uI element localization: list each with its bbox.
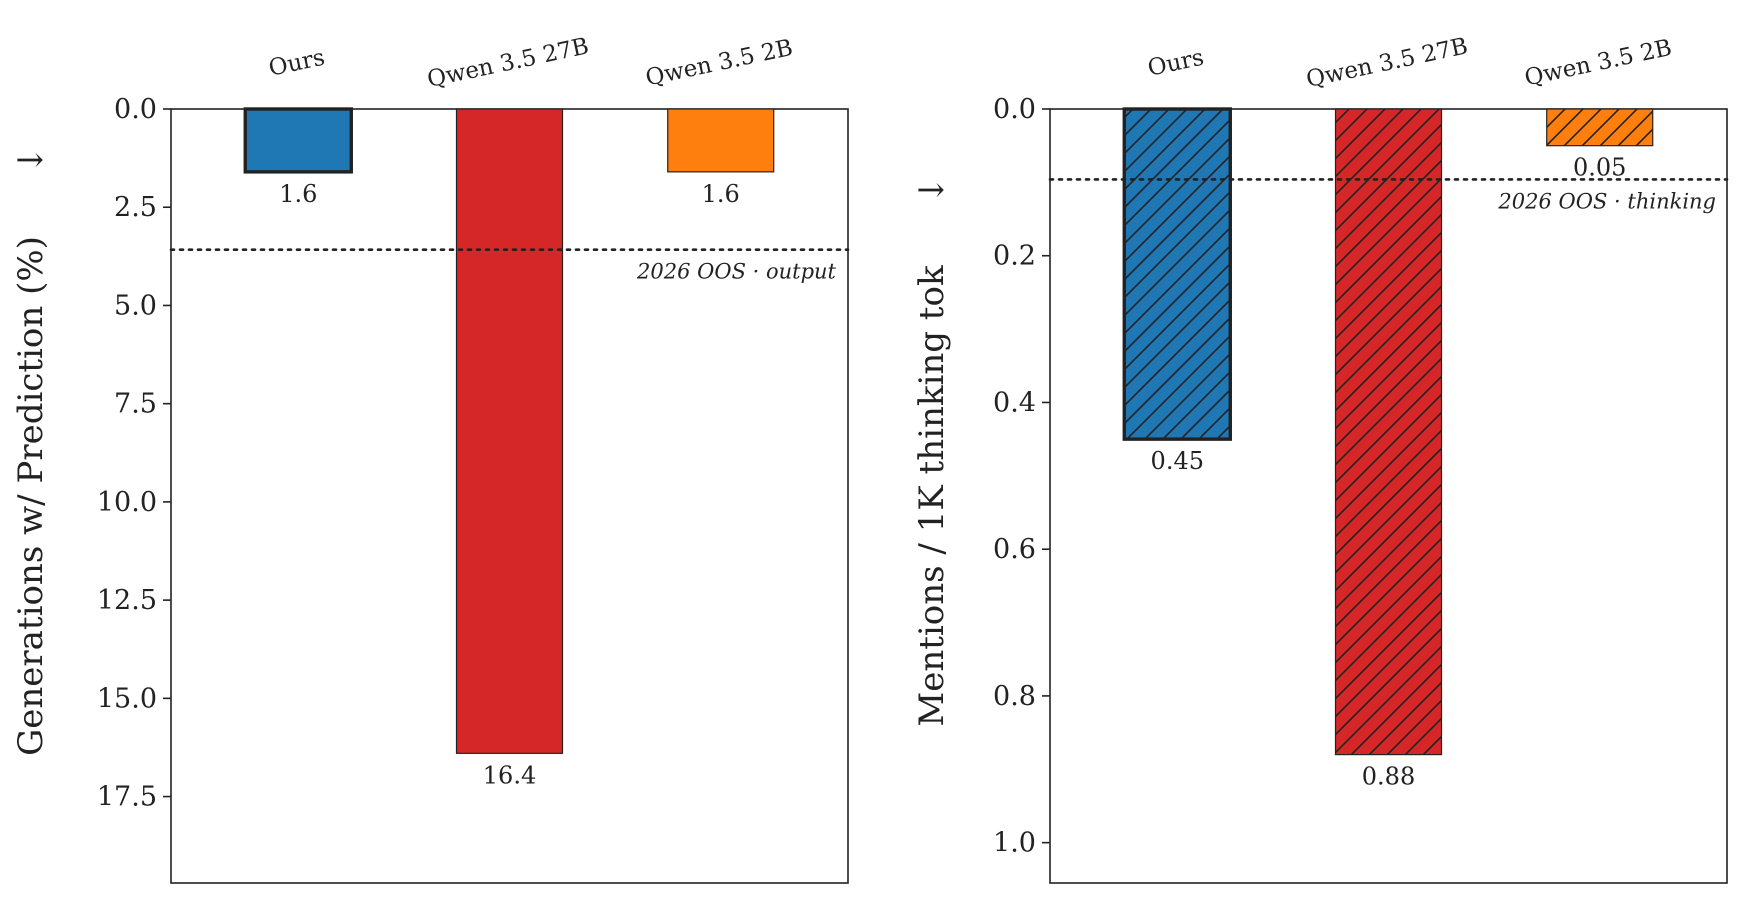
- category-label: Qwen 3.5 27B: [425, 33, 591, 93]
- bar-value-label: 1.6: [702, 180, 740, 208]
- reference-line-label: 2026 OOS · output: [636, 260, 837, 284]
- bar-value-label: 0.88: [1362, 763, 1415, 791]
- bar-hatch-2: [1335, 109, 1442, 755]
- y-tick-label: 0.8: [993, 681, 1036, 712]
- direction-arrow: ↓: [912, 176, 952, 205]
- category-label: Ours: [267, 45, 328, 82]
- y-tick-label: 0.2: [993, 241, 1036, 272]
- y-tick-label: 12.5: [97, 585, 157, 616]
- y-tick-label: 1.0: [993, 828, 1036, 859]
- y-tick-label: 17.5: [97, 782, 157, 813]
- bar-1: [243, 107, 353, 174]
- y-tick-label: 0.0: [114, 94, 157, 125]
- y-tick-label: 0.4: [993, 387, 1036, 418]
- y-tick-label: 0.6: [993, 534, 1036, 565]
- bar-hatch-3: [1546, 109, 1653, 146]
- reference-line-label: 2026 OOS · thinking: [1497, 189, 1716, 213]
- bar-2: [455, 108, 564, 754]
- bar-value-label: 16.4: [483, 761, 536, 789]
- chart-panel-2: 0.0 0.2 0.4 0.6 0.8 1.0 Mentions / 1K thinking…: [912, 33, 1729, 884]
- bar-3: [667, 108, 775, 173]
- category-label: Qwen 3.5 2B: [643, 35, 795, 92]
- y-tick-label: 0.0: [993, 94, 1036, 125]
- direction-arrow: ↓: [11, 146, 51, 175]
- bar-hatch-1: [1124, 109, 1231, 440]
- bar-value-label: 0.45: [1151, 447, 1204, 475]
- category-label: Qwen 3.5 27B: [1304, 33, 1470, 93]
- y-tick-label: 15.0: [97, 683, 157, 714]
- bar-value-label: 1.6: [279, 180, 317, 208]
- y-tick-label: 2.5: [114, 192, 157, 223]
- y-axis-label: Mentions / 1K thinking tok: [912, 265, 952, 727]
- category-label: Ours: [1146, 45, 1207, 82]
- y-tick-label: 5.0: [114, 290, 157, 321]
- y-tick-label: 10.0: [97, 487, 157, 518]
- y-tick-label: 7.5: [114, 389, 157, 420]
- bar-value-label: 0.05: [1573, 154, 1626, 182]
- chart-panel-1: 0.0 2.5 5.0 7.5 10.0 12.5 15.0 17.5 Generations …: [11, 33, 850, 884]
- y-axis-label: Generations w/ Prediction (%): [11, 236, 51, 756]
- category-label: Qwen 3.5 2B: [1522, 35, 1674, 92]
